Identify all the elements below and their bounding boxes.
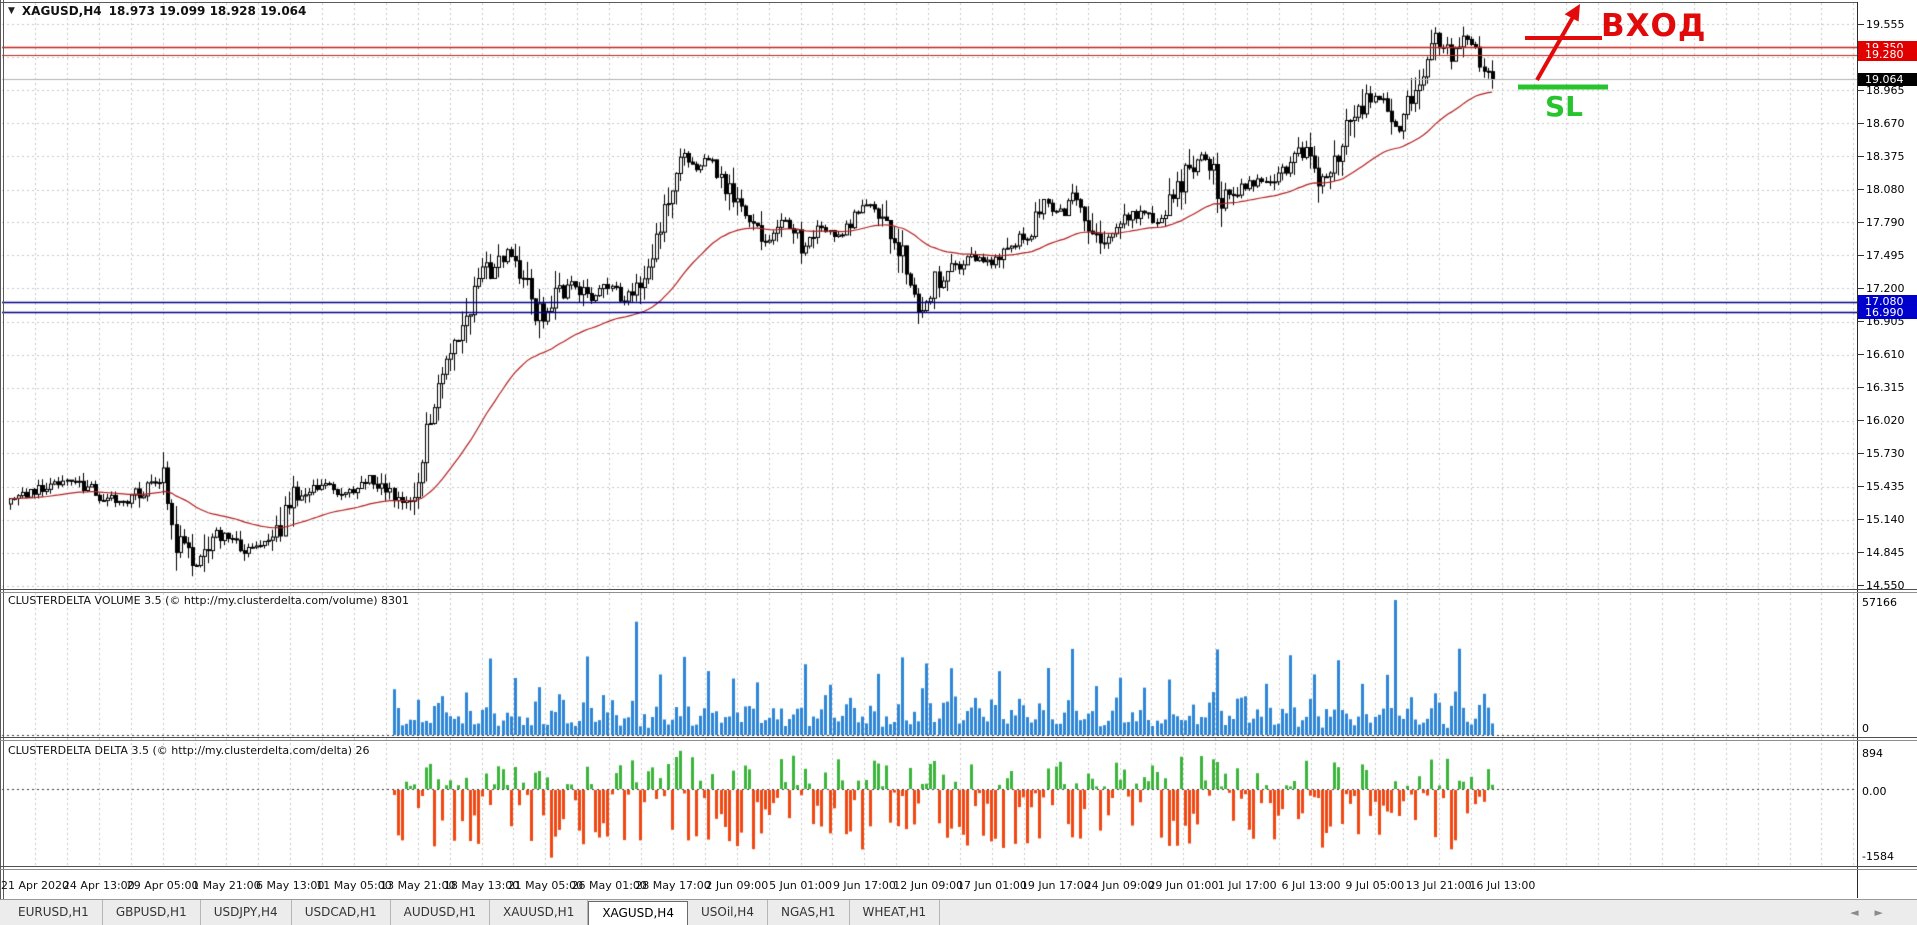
delta-scale-min-label: -1584: [1862, 850, 1894, 863]
price-tick-label: 18.965: [1858, 84, 1916, 97]
chart-tab-bar: EURUSD,H1 GBPUSD,H1 USDJPY,H4 USDCAD,H1 AUDU…: [0, 899, 1917, 925]
window-left-border-inner: [3, 0, 4, 899]
chart-tabs: EURUSD,H1 GBPUSD,H1 USDJPY,H4 USDCAD,H1 AUDU…: [5, 900, 941, 925]
price-tick-label: 16.315: [1858, 381, 1916, 394]
time-tick-label: 17 Jun 01:00: [957, 879, 1027, 892]
time-tick-label: 6 May 13:00: [255, 879, 325, 892]
time-tick-label: 11 May 05:00: [316, 879, 392, 892]
price-tick-label: 17.495: [1858, 249, 1916, 262]
tab-xagusd-h4[interactable]: XAGUSD,H4: [588, 901, 688, 925]
window-left-border: [0, 0, 1, 899]
tab-usdjpy-h4[interactable]: USDJPY,H4: [201, 900, 292, 925]
price-tick-label: 18.670: [1858, 117, 1916, 130]
chart-title: ▼ XAGUSD,H4 18.973 19.099 18.928 19.064: [8, 4, 306, 18]
price-tick-label: 14.845: [1858, 546, 1916, 559]
volume-panel-separator[interactable]: [0, 589, 1917, 590]
window-top-border: [0, 2, 1857, 3]
volume-indicator-label: CLUSTERDELTA VOLUME 3.5 (© http://my.clu…: [8, 594, 410, 607]
time-tick-label: 28 May 17:00: [635, 879, 711, 892]
delta-panel-separator-shadow: [0, 740, 1917, 741]
time-axis-separator: [0, 866, 1917, 867]
time-tick-label: 1 Jul 17:00: [1217, 879, 1277, 892]
time-tick-label: 9 Jun 17:00: [832, 879, 896, 892]
tab-eurusd-h1[interactable]: EURUSD,H1: [5, 900, 103, 925]
time-tick-label: 5 Jun 01:00: [769, 879, 833, 892]
price-tick-label: 19.555: [1858, 18, 1916, 31]
time-tick-label: 16 Jul 13:00: [1469, 879, 1536, 892]
tab-scroll-right-icon[interactable]: ►: [1874, 906, 1883, 919]
tab-xauusd-h1[interactable]: XAUUSD,H1: [490, 900, 589, 925]
price-tick-label: 14.550: [1858, 579, 1916, 592]
time-tick-label: 24 Jun 09:00: [1084, 879, 1155, 892]
price-chart-canvas[interactable]: [0, 0, 1857, 899]
chart-symbol-timeframe: XAGUSD,H4: [21, 4, 102, 18]
time-tick-label: 13 May 21:00: [380, 879, 456, 892]
price-tick-label: 17.200: [1858, 282, 1916, 295]
stop-loss-annotation-text: SL: [1545, 90, 1584, 123]
price-badge: 19.064: [1858, 72, 1917, 86]
price-tick-label: 15.730: [1858, 447, 1916, 460]
price-tick-label: 18.375: [1858, 150, 1916, 163]
tab-scroll-left-icon[interactable]: ◄: [1850, 906, 1859, 919]
price-tick-label: 17.790: [1858, 216, 1916, 229]
time-tick-label: 21 Apr 2020: [0, 879, 69, 892]
tab-usoil-h4[interactable]: USOil,H4: [688, 900, 768, 925]
time-tick-label: 24 Apr 13:00: [62, 879, 135, 892]
tab-wheat-h1[interactable]: WHEAT,H1: [850, 900, 941, 925]
symbol-dropdown-icon[interactable]: ▼: [8, 6, 15, 16]
volume-scale-max-label: 57166: [1862, 596, 1897, 609]
time-tick-label: 18 May 13:00: [443, 879, 520, 892]
price-badge: 19.280: [1858, 48, 1917, 62]
volume-scale-zero-label: 0: [1862, 722, 1869, 735]
tab-audusd-h1[interactable]: AUDUSD,H1: [391, 900, 490, 925]
chart-ohlc-values: 18.973 19.099 18.928 19.064: [108, 4, 307, 18]
entry-arrow-shaft[interactable]: [1535, 16, 1575, 81]
trade-annotation-drawing[interactable]: [1500, 0, 1710, 130]
tab-usdcad-h1[interactable]: USDCAD,H1: [292, 900, 391, 925]
price-tick-label: 15.140: [1858, 513, 1916, 526]
price-tick-label: 16.610: [1858, 348, 1916, 361]
time-tick-label: 29 Apr 05:00: [126, 879, 199, 892]
tab-scroll-controls: ◄ ►: [1850, 906, 1883, 919]
entry-annotation-text: ВХОД: [1601, 8, 1707, 44]
price-axis-separator: [1857, 2, 1858, 898]
price-tick-label: 15.435: [1858, 480, 1916, 493]
time-tick-label: 12 Jun 09:00: [893, 879, 964, 892]
entry-arrow-head-icon: [1564, 4, 1580, 22]
time-tick-label: 1 May 21:00: [192, 879, 261, 892]
price-badge: 16.990: [1858, 305, 1917, 319]
volume-panel-separator-shadow: [0, 592, 1917, 593]
tab-ngas-h1[interactable]: NGAS,H1: [768, 900, 850, 925]
time-tick-label: 13 Jul 21:00: [1405, 879, 1472, 892]
delta-scale-zero-label: 0.00: [1862, 785, 1887, 798]
time-tick-label: 29 Jun 01:00: [1148, 879, 1219, 892]
time-axis-separator-shadow: [0, 869, 1917, 870]
time-tick-label: 21 May 05:00: [507, 879, 584, 892]
price-badge: 17.080: [1858, 295, 1917, 309]
tab-gbpusd-h1[interactable]: GBPUSD,H1: [103, 900, 201, 925]
price-tick-label: 18.080: [1858, 183, 1916, 196]
delta-panel-separator[interactable]: [0, 737, 1917, 738]
time-tick-label: 6 Jul 13:00: [1281, 879, 1341, 892]
time-tick-label: 26 May 01:00: [571, 879, 647, 892]
time-tick-label: 9 Jul 05:00: [1345, 879, 1405, 892]
time-tick-label: 19 Jun 17:00: [1020, 879, 1091, 892]
price-tick-label: 16.020: [1858, 414, 1916, 427]
delta-scale-max-label: 894: [1862, 747, 1883, 760]
delta-indicator-label: CLUSTERDELTA DELTA 3.5 (© http://my.clus…: [8, 744, 370, 757]
time-tick-label: 2 Jun 09:00: [705, 879, 769, 892]
